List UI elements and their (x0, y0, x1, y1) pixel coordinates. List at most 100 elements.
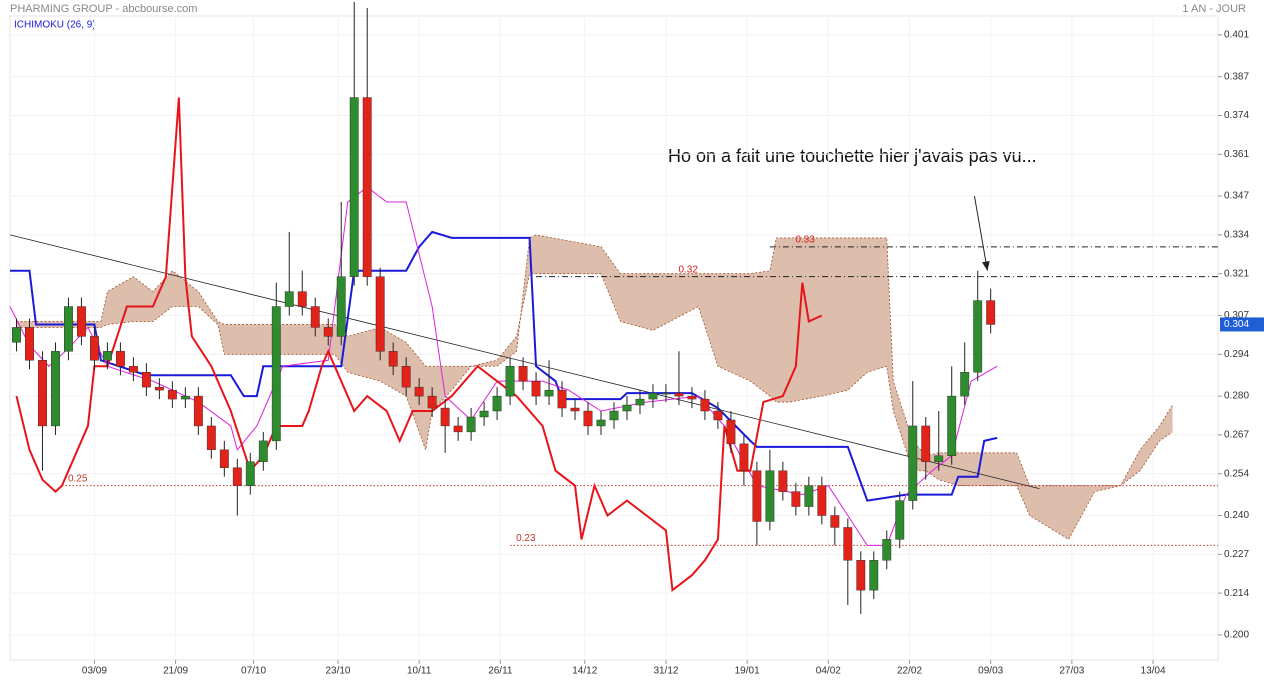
candle-body (622, 404, 632, 412)
candle-body (791, 491, 801, 507)
candle-body (934, 455, 944, 462)
y-tick-label: 0.240 (1224, 510, 1249, 521)
candle-body (388, 351, 398, 367)
candle-body (492, 395, 502, 412)
y-tick-label: 0.334 (1224, 230, 1249, 241)
candle-body (38, 360, 47, 427)
candle-body (206, 425, 216, 451)
candle-body (284, 291, 294, 307)
candle-body (817, 485, 827, 516)
candle-body (310, 306, 320, 328)
x-tick-label: 10/11 (407, 666, 432, 677)
ichimoku-cloud (16, 234, 1173, 540)
x-tick-label: 19/01 (735, 666, 760, 677)
candle-body (830, 515, 840, 528)
candle-body (609, 410, 619, 421)
x-tick-label: 23/10 (325, 666, 350, 677)
candle-body (25, 327, 34, 361)
candle-body (882, 539, 892, 561)
candle-body (180, 395, 190, 400)
y-tick-label: 0.401 (1224, 30, 1249, 41)
candle-body (414, 386, 424, 397)
candle-body (115, 351, 125, 367)
y-tick-label: 0.294 (1224, 349, 1249, 360)
candle-body (323, 327, 333, 337)
x-tick-label: 22/02 (897, 666, 922, 677)
arrow-head (982, 260, 990, 271)
candle-body (986, 300, 996, 325)
annotation: Ho on a fait une touchette hier j'avais … (668, 146, 1037, 166)
trendline (9, 234, 1040, 490)
x-tick-label: 31/12 (653, 666, 678, 677)
candle-body (90, 336, 99, 361)
candle-body (51, 351, 60, 427)
arrow-shaft (973, 195, 988, 271)
candle-body (297, 291, 307, 307)
candle-body (726, 419, 736, 445)
last-price-label: 0.304 (1224, 319, 1249, 330)
candle-body (570, 407, 580, 412)
candle-body (687, 395, 697, 400)
candle-body (752, 470, 762, 522)
x-tick-label: 04/02 (816, 666, 841, 677)
candle-body (258, 440, 268, 462)
candle-body (64, 306, 73, 352)
level-label: 0.23 (516, 533, 536, 544)
indicator-line (10, 230, 998, 502)
y-tick-label: 0.267 (1224, 430, 1249, 441)
candle-body (505, 366, 515, 397)
candle-body (973, 300, 983, 373)
candle-body (635, 398, 645, 406)
candle-body (648, 392, 658, 400)
candle-body (245, 461, 255, 486)
candle-body (466, 416, 476, 433)
candle-body (778, 470, 788, 492)
x-tick-label: 14/12 (572, 666, 597, 677)
x-tick-label: 07/10 (241, 666, 266, 677)
candle-body (544, 389, 554, 397)
candle-body (583, 410, 593, 427)
candle-body (349, 97, 359, 277)
candle-body (947, 395, 957, 457)
y-tick-label: 0.307 (1224, 310, 1249, 321)
cloud-edge (16, 234, 1173, 487)
candle-body (869, 560, 879, 591)
x-tick-label: 03/09 (82, 666, 107, 677)
indicator-line (9, 186, 998, 546)
candle-body (843, 527, 853, 561)
level-label: 0.32 (678, 264, 698, 275)
y-tick-label: 0.200 (1224, 630, 1249, 641)
plot-area (9, 15, 1219, 661)
candle-body (804, 485, 814, 507)
candle-body (362, 97, 372, 277)
level-label: 0.33 (795, 234, 815, 245)
candle-body (531, 380, 541, 397)
x-tick-label: 27/03 (1059, 666, 1084, 677)
candle-body (908, 425, 918, 501)
candle-body (219, 449, 229, 468)
candle-body (193, 395, 203, 427)
candle-body (141, 372, 151, 388)
candle-body (661, 392, 671, 395)
last-price-box (1220, 317, 1264, 332)
candle-body (128, 366, 138, 373)
y-tick-label: 0.254 (1224, 468, 1249, 479)
y-tick-label: 0.227 (1224, 549, 1249, 560)
y-tick-label: 0.361 (1224, 149, 1249, 160)
candle-body (167, 389, 177, 400)
series-layer: 0.401 0.387 0.374 0.361 0.347 0.334 0.321 0.307… (9, 2, 1249, 677)
candle-body (713, 410, 723, 421)
y-tick-label: 0.321 (1224, 268, 1249, 279)
candle-body (856, 560, 866, 591)
candle-body (700, 398, 710, 412)
candle-body (401, 366, 411, 388)
candle-body (557, 389, 567, 409)
candle-body (895, 500, 905, 540)
candle-body (77, 306, 86, 337)
chart-title: PHARMING GROUP - abcbourse.com (10, 3, 197, 15)
candle-body (765, 470, 775, 522)
y-tick-label: 0.387 (1224, 71, 1249, 82)
candle-body (479, 410, 489, 418)
candle-body (518, 366, 528, 382)
